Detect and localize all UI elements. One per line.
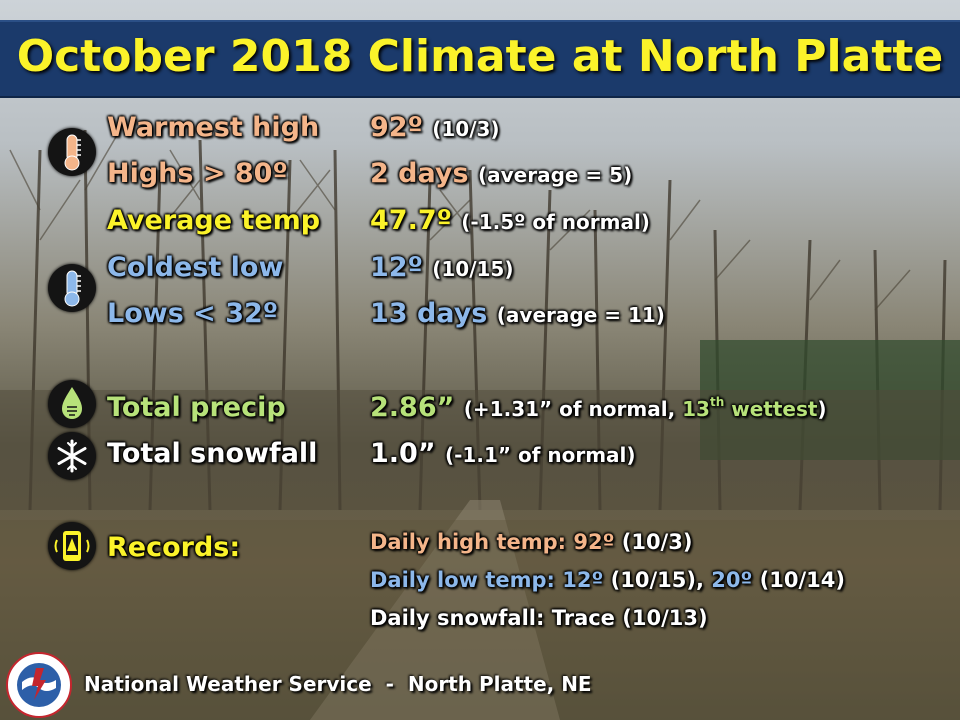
thermometer-hot-icon <box>48 128 96 176</box>
title-banner <box>0 20 960 98</box>
highs-over-label: Highs > 80º <box>107 158 288 189</box>
footer-text: National Weather Service - North Platte,… <box>84 672 592 696</box>
lows-under-value: 13 days (average = 11) <box>370 298 665 329</box>
warmest-high-label: Warmest high <box>107 112 320 143</box>
average-temp-value: 47.7º (-1.5º of normal) <box>370 205 650 236</box>
water-drop-icon <box>48 380 96 428</box>
nws-logo <box>6 652 72 718</box>
thermometer-cold-icon <box>48 264 96 312</box>
record-high: Daily high temp: 92º (10/3) <box>370 530 693 554</box>
total-snowfall-label: Total snowfall <box>107 438 318 469</box>
record-snowfall: Daily snowfall: Trace (10/13) <box>370 606 708 630</box>
snowflake-icon <box>48 432 96 480</box>
record-low: Daily low temp: 12º (10/15), 20º (10/14) <box>370 568 845 592</box>
phone-alert-icon <box>48 522 96 570</box>
warmest-high-value: 92º (10/3) <box>370 112 500 143</box>
page-title: October 2018 Climate at North Platte <box>16 31 944 82</box>
coldest-low-value: 12º (10/15) <box>370 252 514 283</box>
total-precip-value: 2.86” (+1.31” of normal, 13th wettest) <box>370 392 827 423</box>
coldest-low-label: Coldest low <box>107 252 284 283</box>
tree-silhouettes <box>0 129 960 510</box>
average-temp-label: Average temp <box>107 205 321 236</box>
lows-under-label: Lows < 32º <box>107 298 278 329</box>
total-precip-label: Total precip <box>107 392 286 423</box>
records-label: Records: <box>107 532 241 563</box>
highs-over-value: 2 days (average = 5) <box>370 158 633 189</box>
total-snowfall-value: 1.0” (-1.1” of normal) <box>370 438 636 469</box>
